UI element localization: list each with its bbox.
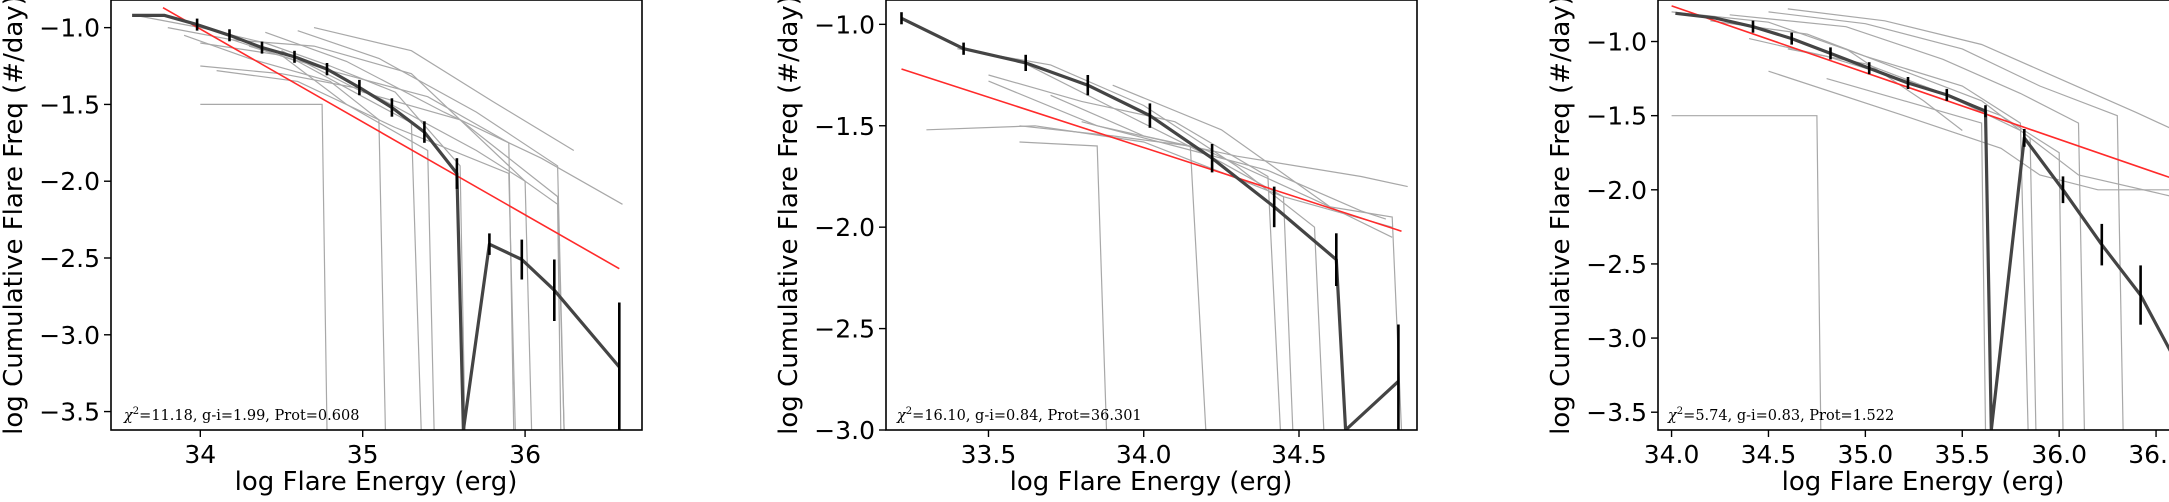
chart-3-x-tick-label-4: 35.5 bbox=[1934, 440, 1990, 469]
chart-2-individual-line-7 bbox=[1082, 122, 1386, 219]
chart-2-y-tick-label-2: −2.5 bbox=[814, 315, 875, 344]
chart-3-x-tick-label-2: 34.5 bbox=[1741, 440, 1797, 469]
chart-2-annotation: χ2=16.10, g-i=0.84, Prot=36.301 bbox=[896, 406, 1142, 424]
chart-3-x-tick-label-3: 35.0 bbox=[1838, 440, 1894, 469]
chart-3-individual-line-1 bbox=[1672, 12, 2029, 430]
chart-2-x-axis-label: log Flare Energy (erg) bbox=[1010, 467, 1293, 497]
chart-3-y-tick-label-3: −2.5 bbox=[1586, 250, 1647, 279]
chart-1-individual-line-2 bbox=[168, 28, 421, 430]
chart-3-individual-line-7 bbox=[1788, 49, 2169, 197]
chart-3-x-tick-label-1: 34.0 bbox=[1644, 440, 1700, 469]
chart-1-x-axis-label: log Flare Energy (erg) bbox=[235, 467, 518, 497]
chart-3-annotation: χ2=5.74, g-i=0.83, Prot=1.522 bbox=[1667, 406, 1894, 424]
chart-1-individual-line-3 bbox=[200, 43, 434, 430]
chart-1-y-axis: −3.5 −3.0 −2.5 −2.0 −1.5 −1.0 bbox=[39, 14, 111, 427]
chart-3-y-tick-label-4: −2.0 bbox=[1586, 176, 1647, 205]
chart-2-y-axis: −3.0 −2.5 −2.0 −1.5 −1.0 bbox=[814, 10, 886, 445]
chart-1-y-tick-label-3: −2.5 bbox=[39, 244, 100, 273]
chart-1-individual-line-7 bbox=[200, 66, 531, 430]
chart-2-individual-line-9 bbox=[926, 126, 1392, 227]
chart-3-individual-line-8 bbox=[1827, 79, 1986, 430]
chart-3-y-tick-label-6: −1.0 bbox=[1586, 28, 1647, 57]
chart-3-x-tick-label-5: 36.0 bbox=[2031, 440, 2087, 469]
chart-2-x-tick-label-1: 33.5 bbox=[961, 440, 1017, 469]
chart-2-fit-line-group bbox=[902, 69, 1402, 231]
chart-3-individual-series bbox=[1672, 9, 2169, 430]
chart-3-x-axis: 34.0 34.5 35.0 35.5 36.0 36.5 bbox=[1644, 430, 2169, 469]
chart-panel-1: 34 35 36 −3.5 −3.0 −2.5 −2.0 −1.5 −1.0 log Flar… bbox=[0, 0, 642, 497]
chart-1-individual-line-12 bbox=[298, 31, 564, 430]
chart-1-y-tick-label-5: −1.5 bbox=[39, 90, 100, 119]
chart-1-annotation: χ2=11.18, g-i=1.99, Prot=0.608 bbox=[123, 406, 359, 424]
chart-3-y-tick-label-5: −1.5 bbox=[1586, 102, 1647, 131]
chart-1-fit-line-group bbox=[163, 8, 619, 269]
chart-1-individual-line-5 bbox=[233, 40, 561, 430]
chart-2-mean-series-group bbox=[902, 12, 1399, 438]
chart-3-individual-line-4 bbox=[1769, 12, 2124, 430]
chart-3-individual-line-6 bbox=[1749, 39, 2063, 430]
chart-2-y-axis-label: log Cumulative Flare Freq (#/day) bbox=[774, 0, 804, 435]
chart-1-x-tick-label-1: 34 bbox=[184, 440, 216, 469]
chart-2-x-axis: 33.5 34.0 34.5 bbox=[961, 430, 1327, 469]
chart-2-y-tick-label-5: −1.0 bbox=[814, 10, 875, 39]
chart-1-mean-line bbox=[132, 15, 619, 430]
chart-3-plot-area bbox=[1658, 0, 2169, 430]
chart-3-x-axis-label: log Flare Energy (erg) bbox=[1782, 467, 2065, 497]
chart-3-individual-line-9 bbox=[1769, 71, 2169, 190]
chart-1-x-axis: 34 35 36 bbox=[184, 430, 541, 469]
chart-3-y-axis: −3.5 −3.0 −2.5 −2.0 −1.5 −1.0 bbox=[1586, 28, 1658, 428]
chart-2-y-tick-label-4: −1.5 bbox=[814, 112, 875, 141]
chart-panel-3: 34.0 34.5 35.0 35.5 36.0 36.5 −3.5 −3.0 −2.5 −2.… bbox=[1546, 0, 2169, 497]
chart-3-y-tick-label-2: −3.0 bbox=[1586, 324, 1647, 353]
chart-2-individual-line-10 bbox=[1020, 142, 1107, 430]
chart-1-fit-line bbox=[163, 8, 619, 269]
chart-2-x-tick-label-2: 34.0 bbox=[1116, 440, 1172, 469]
chart-2-individual-line-2 bbox=[989, 75, 1281, 430]
chart-3-y-tick-label-1: −3.5 bbox=[1586, 398, 1647, 427]
chart-panel-2: 33.5 34.0 34.5 −3.0 −2.5 −2.0 −1.5 −1.0 log Fl… bbox=[774, 0, 1417, 497]
chart-1-mean-series-group bbox=[132, 15, 619, 431]
chart-2-frame bbox=[886, 0, 1417, 430]
chart-3-y-axis-label: log Cumulative Flare Freq (#/day) bbox=[1546, 0, 1576, 435]
chart-1-y-tick-label-2: −3.0 bbox=[39, 321, 100, 350]
chart-3-mean-series-group bbox=[1675, 13, 2169, 430]
chart-1-y-tick-label-1: −3.5 bbox=[39, 398, 100, 427]
chart-1-individual-line-9 bbox=[200, 104, 327, 430]
chart-1-plot-area bbox=[111, 0, 642, 432]
chart-2-individual-line-3 bbox=[1020, 61, 1293, 430]
chart-1-individual-line-13 bbox=[314, 28, 574, 151]
chart-2-individual-line-1 bbox=[957, 49, 1323, 430]
chart-1-individual-line-4 bbox=[184, 35, 385, 430]
chart-2-y-tick-label-1: −3.0 bbox=[814, 416, 875, 445]
chart-1-x-tick-label-2: 35 bbox=[347, 440, 379, 469]
chart-3-fit-line-group bbox=[1672, 6, 2169, 180]
chart-2-mean-line bbox=[902, 18, 1399, 430]
chart-3-mean-line bbox=[1675, 13, 2169, 430]
chart-1-x-tick-label-3: 36 bbox=[509, 440, 541, 469]
chart-1-y-tick-label-4: −2.0 bbox=[39, 167, 100, 196]
chart-1-individual-line-6 bbox=[265, 32, 622, 204]
chart-2-fit-line bbox=[902, 69, 1402, 231]
chart-3-fit-line bbox=[1672, 6, 2169, 180]
chart-2-individual-line-6 bbox=[1020, 126, 1206, 430]
chart-2-y-tick-label-3: −2.0 bbox=[814, 213, 875, 242]
chart-2-plot-area bbox=[886, 0, 1417, 438]
chart-3-x-tick-label-6: 36.5 bbox=[2128, 440, 2169, 469]
chart-1-y-axis-label: log Cumulative Flare Freq (#/day) bbox=[0, 0, 29, 435]
chart-3-frame bbox=[1658, 0, 2169, 430]
chart-1-y-tick-label-6: −1.0 bbox=[39, 14, 100, 43]
chart-2-x-tick-label-3: 34.5 bbox=[1271, 440, 1327, 469]
chart-1-individual-series bbox=[135, 15, 622, 430]
chart-3-individual-line-10 bbox=[1672, 116, 1821, 430]
